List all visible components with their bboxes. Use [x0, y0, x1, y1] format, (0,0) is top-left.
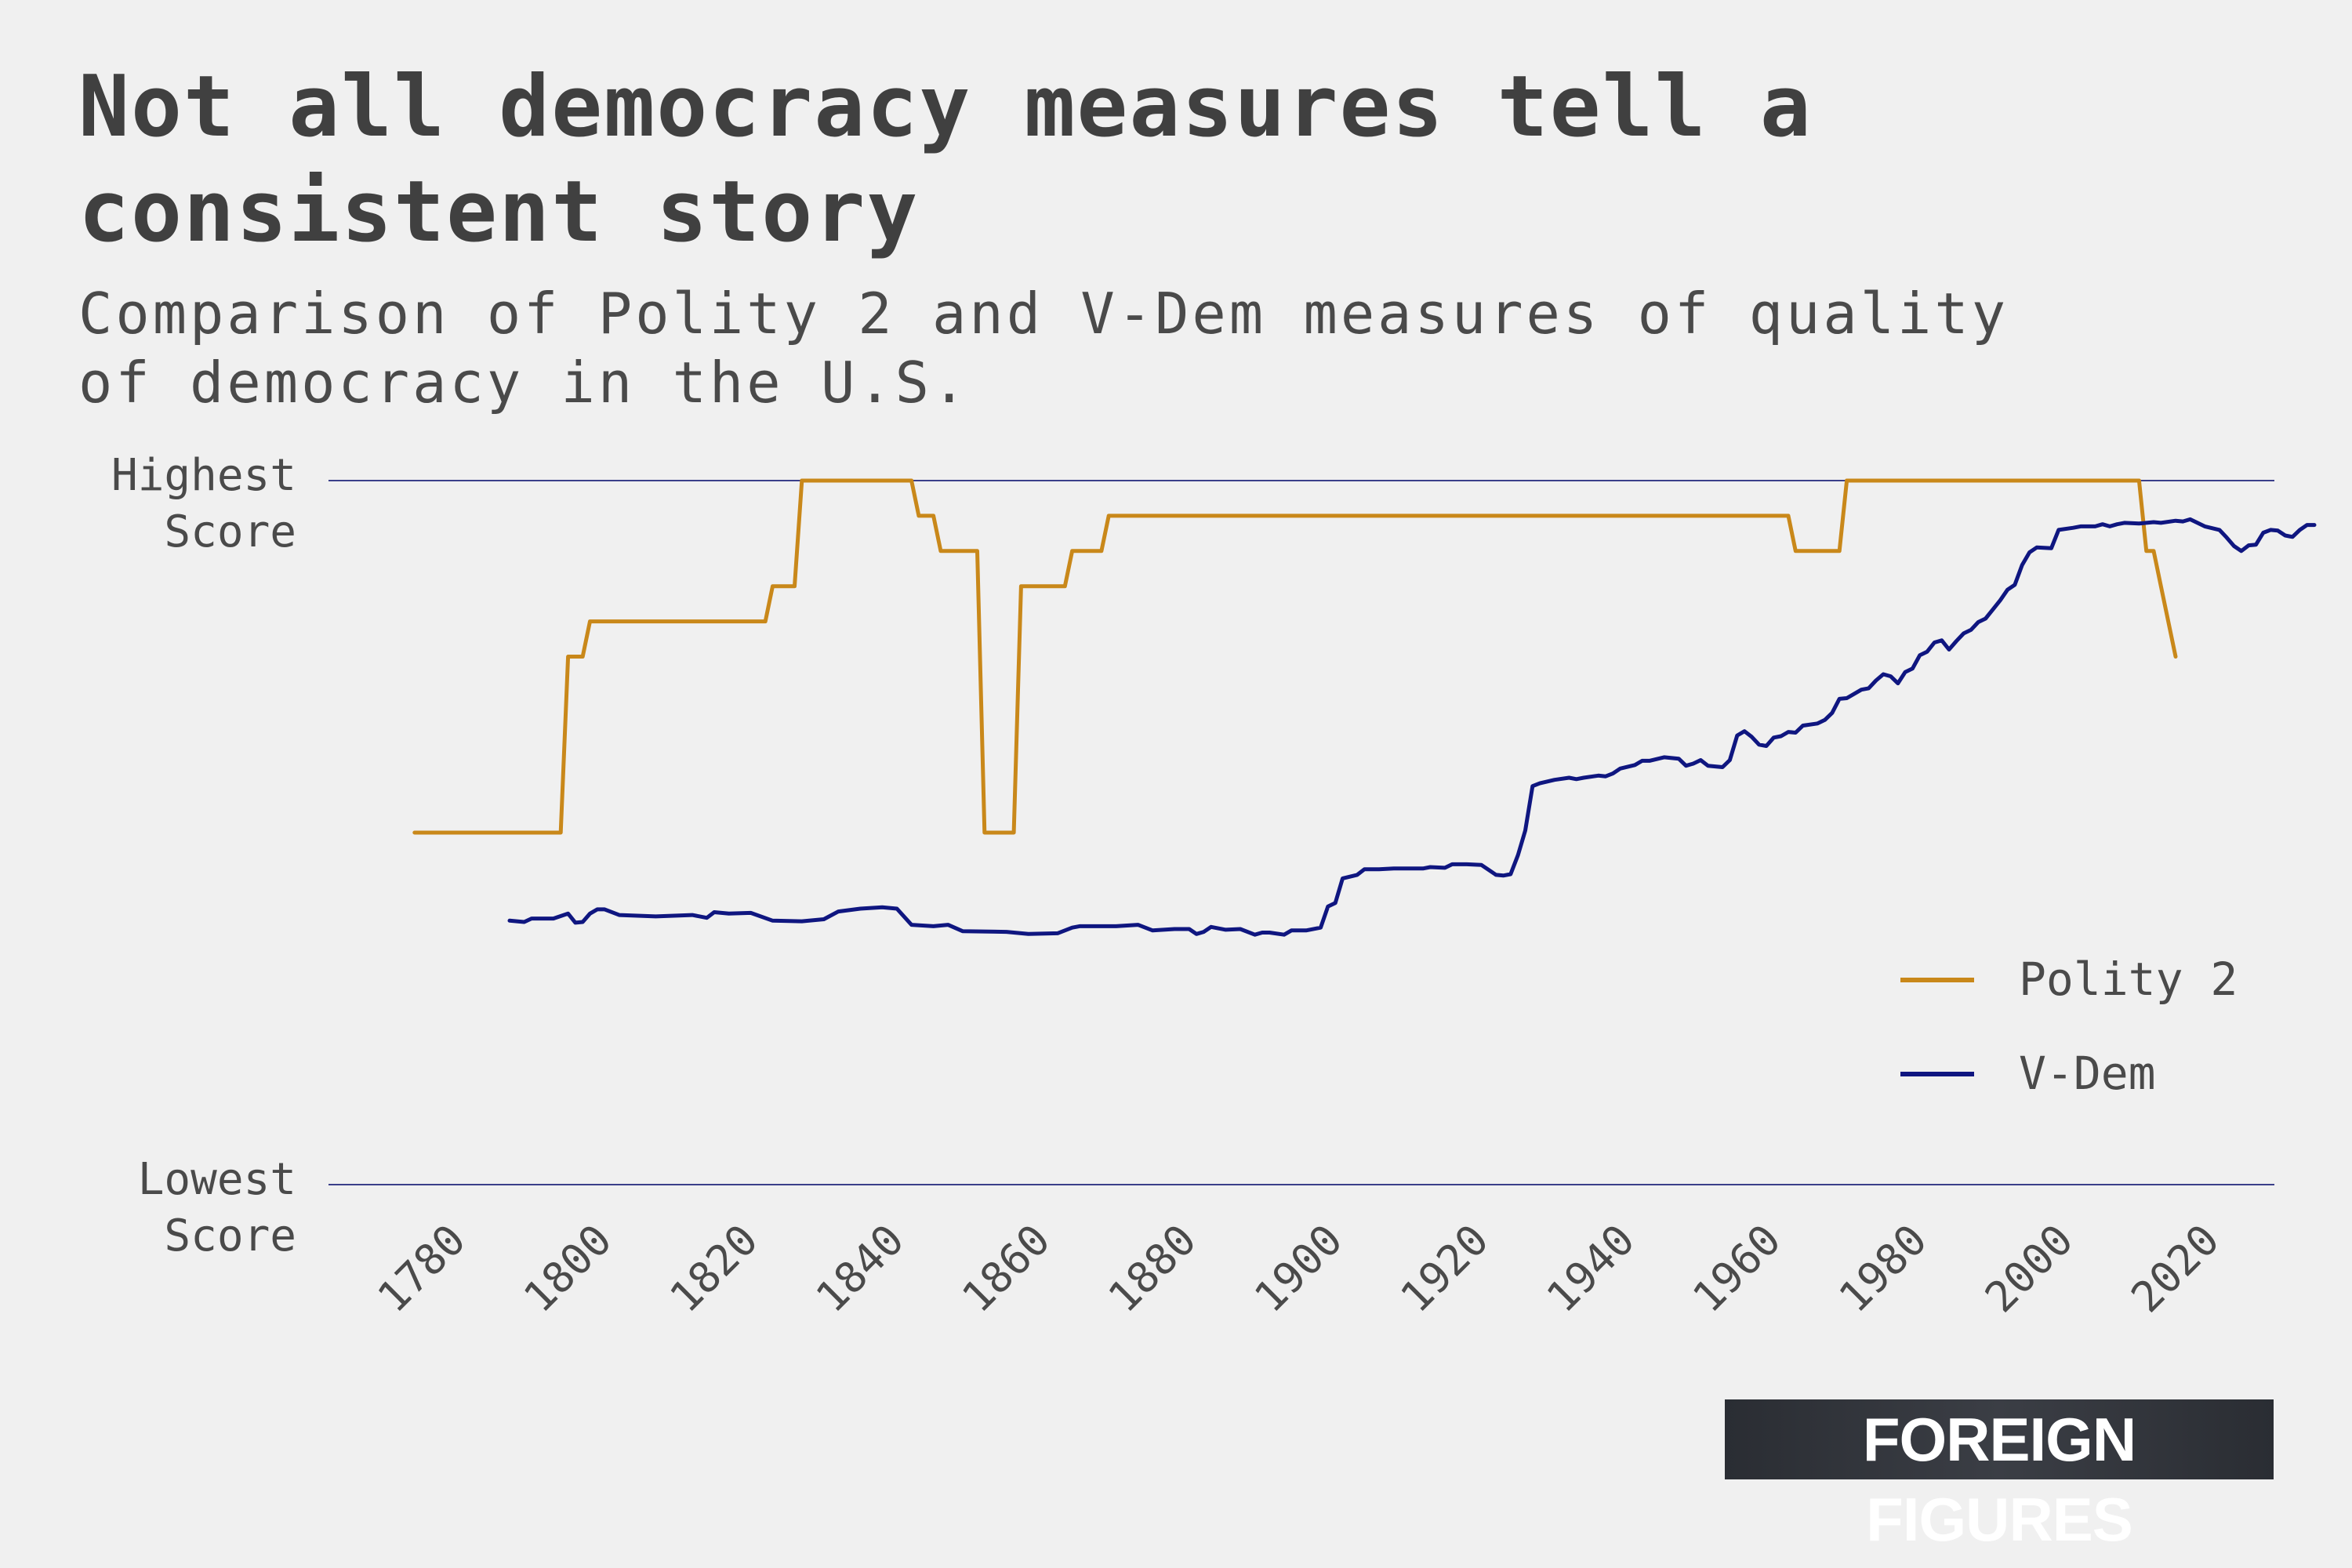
- series-line-v-dem: [507, 517, 2317, 937]
- x-tick-label: 1780: [368, 1215, 475, 1323]
- x-tick-label: 2020: [2122, 1215, 2229, 1323]
- x-tick-label: 1900: [1245, 1215, 1352, 1323]
- gridlines: [328, 480, 2274, 1185]
- legend-label: Polity 2: [2019, 953, 2238, 1006]
- x-tick-label: 2000: [1976, 1215, 2083, 1323]
- x-axis-tick-labels: 1780 1800 1820 1840 1860 1880 1900 1920 1940 1960…: [368, 1215, 2228, 1323]
- y-tick-label-1: Lowest Score: [138, 1154, 296, 1261]
- x-tick-label: 1840: [807, 1215, 914, 1323]
- x-tick-label: 1920: [1391, 1215, 1498, 1323]
- x-tick-label: 1960: [1683, 1215, 1791, 1323]
- x-tick-label: 1860: [953, 1215, 1060, 1323]
- x-tick-label: 1800: [514, 1215, 622, 1323]
- y-tick-label-line: Lowest: [138, 1154, 296, 1205]
- chart-subtitle: Comparison of Polity 2 and V-Dem measure…: [78, 281, 2009, 416]
- x-tick-label: 1820: [660, 1215, 768, 1323]
- brand-logo: FOREIGN FIGURES: [1725, 1399, 2274, 1554]
- y-tick-label-line: Score: [164, 1210, 296, 1261]
- y-tick-label-line: Score: [164, 506, 296, 557]
- legend: Polity 2 V-Dem: [1900, 953, 2238, 1100]
- y-tick-label-0: Highest Score: [111, 450, 296, 557]
- x-tick-label: 1880: [1098, 1215, 1206, 1323]
- y-tick-label-line: Highest: [111, 450, 296, 501]
- chart-title: Not all democracy measures tell a consis…: [78, 58, 1813, 261]
- x-tick-label: 1940: [1537, 1215, 1645, 1323]
- x-tick-label: 1980: [1829, 1215, 1936, 1323]
- series-line-polity-2: [412, 478, 2178, 835]
- legend-label: V-Dem: [2019, 1047, 2156, 1100]
- series-layer: [412, 478, 2317, 937]
